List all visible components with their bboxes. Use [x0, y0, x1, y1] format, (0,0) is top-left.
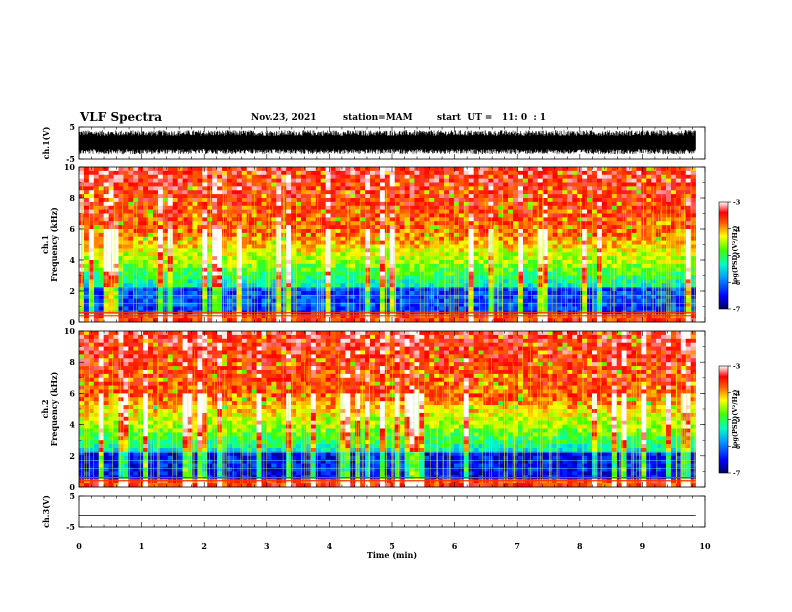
date-label: Nov.23, 2021 — [251, 113, 317, 123]
x-tick-label: 10 — [699, 541, 711, 551]
chart-title: VLF Spectra — [80, 110, 163, 124]
y-axis-label: ch.1(V) — [41, 126, 51, 159]
y-tick-label: 5 — [69, 122, 75, 132]
ch2-spectrogram-cb-tick-label: -6 — [733, 443, 741, 451]
x-tick-label: 8 — [577, 541, 583, 551]
start-time-label: start UT = 11: 0 : 1 — [437, 113, 547, 123]
y-tick-label: 0 — [69, 317, 75, 327]
y-tick-label: 2 — [69, 286, 75, 296]
ch2-spectrogram-cb-tick-label: -4 — [733, 389, 741, 397]
y-tick-label: 10 — [64, 326, 76, 336]
y-tick-label: 4 — [69, 420, 75, 430]
ch2-spectrogram — [79, 331, 696, 488]
y-axis-label: Frequency (kHz) — [49, 371, 59, 446]
y-tick-label: 6 — [69, 388, 75, 398]
x-tick-label: 5 — [389, 541, 395, 551]
ch2-spectrogram-cb-label: log(PSD)(V²/Hz) — [731, 390, 739, 449]
ch2-spectrogram-cb-tick-label: -5 — [733, 416, 741, 424]
ch1-spectrogram — [79, 167, 696, 323]
y-axis-label: Frequency (kHz) — [49, 207, 59, 282]
y-axis-label: ch.3(V) — [41, 495, 51, 528]
y-tick-label: 6 — [69, 224, 75, 234]
y-tick-label: -5 — [66, 154, 75, 164]
ch2-spectrogram-cb-tick-label: -3 — [733, 363, 741, 371]
ch1-spectrogram-cb-tick-label: -6 — [733, 279, 741, 287]
station-label: station=MAM — [343, 113, 413, 123]
x-tick-label: 2 — [201, 541, 207, 551]
x-axis-label: Time (min) — [367, 550, 417, 560]
y-tick-label: 8 — [69, 193, 75, 203]
y-tick-label: -5 — [66, 522, 75, 532]
ch1-spectrogram-cb-tick-label: -4 — [733, 225, 741, 233]
y-tick-label: 2 — [69, 451, 75, 461]
ch1-spectrogram-cb-tick-label: -7 — [733, 306, 740, 314]
x-tick-label: 1 — [139, 541, 145, 551]
x-tick-label: 4 — [327, 541, 333, 551]
x-tick-label: 7 — [514, 541, 520, 551]
y-tick-label: 10 — [64, 162, 76, 172]
x-tick-label: 9 — [640, 541, 646, 551]
ch1-spectrogram-cb-label: log(PSD)(V²/Hz) — [731, 226, 739, 285]
ch2-spectrogram-colorbar — [718, 365, 729, 474]
ch1-waveform-trace — [78, 130, 696, 155]
y-tick-label: 8 — [69, 357, 75, 367]
x-tick-label: 3 — [264, 541, 270, 551]
x-tick-label: 6 — [452, 541, 458, 551]
ch1-spectrogram-cb-tick-label: -3 — [733, 199, 741, 207]
y-axis-label: ch.2 — [40, 399, 50, 418]
ch2-spectrogram-cb-tick-label: -7 — [733, 470, 740, 478]
x-tick-label: 0 — [76, 541, 82, 551]
y-tick-label: 4 — [69, 255, 75, 265]
y-tick-label: 5 — [69, 491, 75, 501]
y-tick-label: 0 — [69, 482, 75, 492]
y-axis-label: ch.1 — [40, 235, 50, 254]
ch1-spectrogram-colorbar — [718, 201, 729, 310]
ch1-spectrogram-cb-tick-label: -5 — [733, 252, 741, 260]
